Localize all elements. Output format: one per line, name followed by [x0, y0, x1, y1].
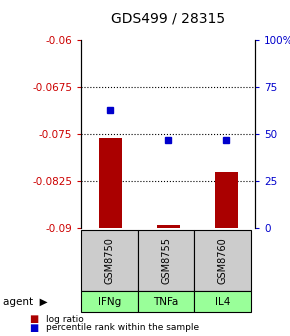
Text: GSM8760: GSM8760	[218, 237, 228, 284]
Text: ■: ■	[29, 323, 38, 333]
Text: GSM8750: GSM8750	[104, 237, 115, 284]
Bar	[157, 225, 180, 228]
Text: IL4: IL4	[215, 297, 230, 306]
Text: ■: ■	[29, 314, 38, 324]
Text: IFNg: IFNg	[98, 297, 121, 306]
Text: TNFa: TNFa	[153, 297, 179, 306]
Text: log ratio: log ratio	[46, 315, 84, 324]
Bar	[99, 137, 122, 228]
Text: GSM8755: GSM8755	[161, 237, 171, 284]
Text: agent  ▶: agent ▶	[3, 297, 48, 306]
Text: percentile rank within the sample: percentile rank within the sample	[46, 323, 200, 332]
Bar	[215, 172, 238, 228]
Text: GDS499 / 28315: GDS499 / 28315	[111, 12, 225, 26]
